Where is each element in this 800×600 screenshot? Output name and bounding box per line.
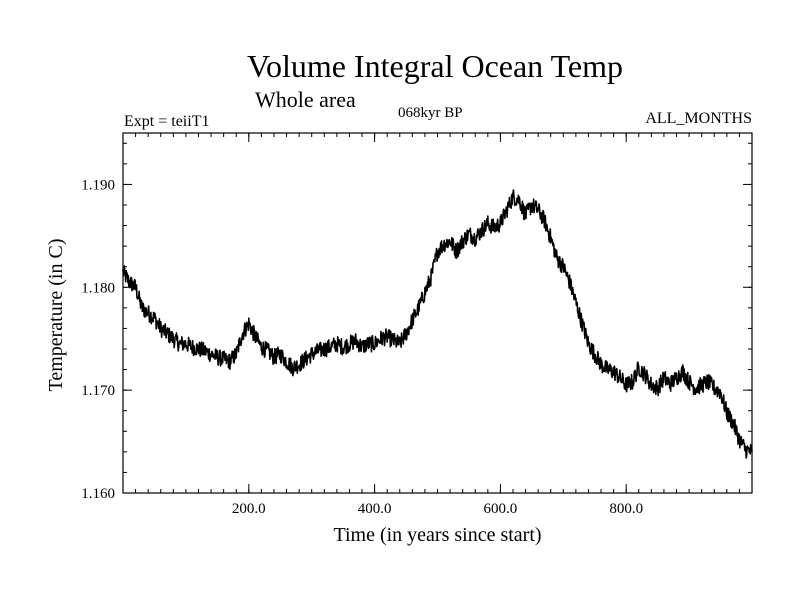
x-tick-label: 600.0 [484, 501, 518, 517]
y-tick-label: 1.190 [81, 177, 115, 193]
plot-frame [122, 132, 753, 494]
x-tick-label: 200.0 [232, 501, 266, 517]
series-layer [122, 189, 753, 459]
y-tick-label: 1.180 [81, 280, 115, 296]
minor-ticks [123, 133, 752, 493]
period-label: 068kyr BP [398, 105, 463, 121]
months-label: ALL_MONTHS [645, 110, 752, 127]
series-line [122, 189, 753, 459]
x-tick-label: 400.0 [358, 501, 392, 517]
y-tick-label: 1.160 [81, 486, 115, 502]
y-tick-label: 1.170 [81, 383, 115, 399]
x-axis-label: Time (in years since start) [333, 524, 541, 546]
experiment-label: Expt = teiiT1 [124, 113, 210, 130]
major-ticks [123, 133, 752, 494]
chart-title: Volume Integral Ocean Temp [246, 48, 623, 84]
tick-labels: 200.0 400.0 600.0 800.0 1.160 1.170 1.180 1.190 [81, 177, 643, 517]
x-tick-label: 800.0 [609, 501, 643, 517]
chart-subtitle: Whole area [255, 87, 356, 112]
y-axis-label: Temperature (in C) [45, 239, 67, 392]
